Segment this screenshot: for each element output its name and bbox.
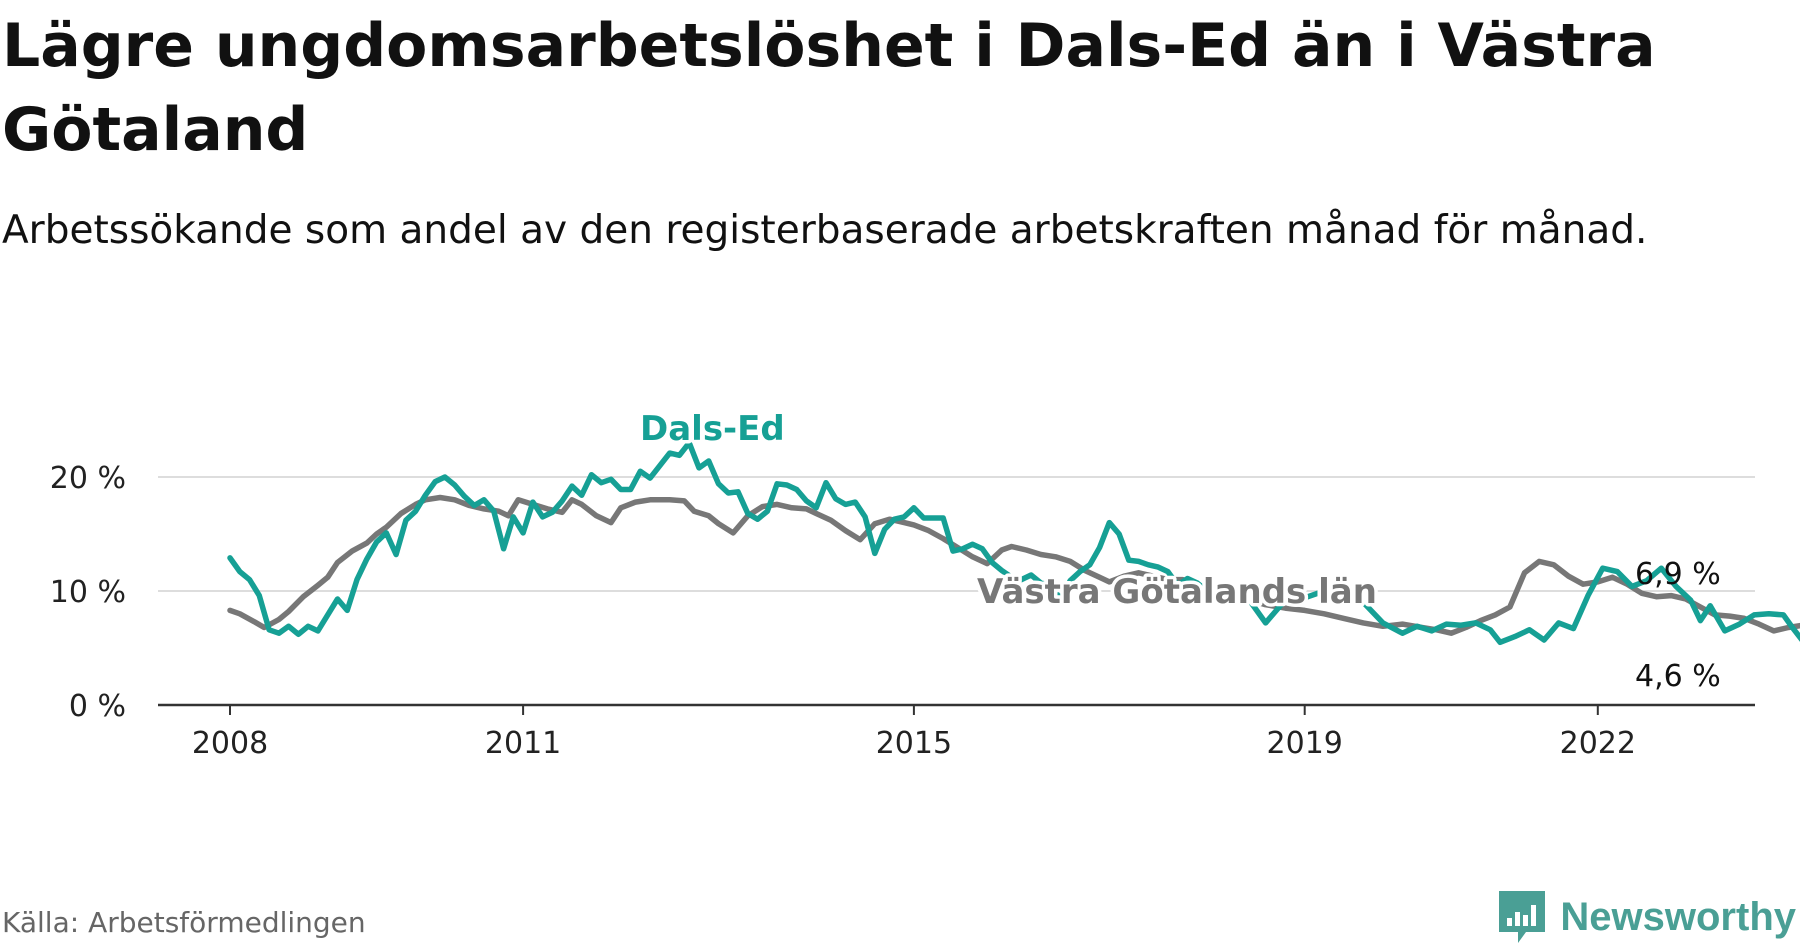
x-tick-label: 2019 — [1267, 726, 1343, 761]
x-tick-label: 2008 — [192, 726, 268, 761]
x-tick-label: 2022 — [1560, 726, 1636, 761]
brand-logo: Newsworthy — [1496, 888, 1796, 946]
gridlines — [158, 476, 1755, 707]
series-label-vastra-gotaland: Västra Götalands län — [977, 572, 1377, 612]
y-tick-label: 20 % — [50, 461, 126, 496]
series-lines — [227, 440, 1800, 646]
end-value-dals-ed: 4,6 % — [1635, 659, 1721, 694]
chart-subtitle: Arbetssökande som andel av den registerb… — [2, 208, 1648, 253]
chart-title: Lägre ungdomsarbetslöshet i Dals-Ed än i… — [2, 11, 1656, 165]
newsworthy-logo-icon — [1499, 891, 1546, 943]
series-labels: Västra Götalands län Dals-Ed 6,9 % 4,6 % — [637, 406, 1721, 695]
series-line-dals-ed — [227, 440, 1800, 646]
x-tick-label: 2015 — [876, 726, 952, 761]
y-tick-label: 0 % — [69, 689, 126, 724]
source-credit: Källa: Arbetsförmedlingen — [2, 906, 366, 939]
brand-name: Newsworthy — [1560, 894, 1796, 939]
axis-ticks: 0 % 10 % 20 % 2008 2011 2015 2019 2022 — [50, 461, 1636, 761]
y-tick-label: 10 % — [50, 575, 126, 610]
end-value-vastra-gotaland: 6,9 % — [1635, 557, 1721, 592]
series-line-v-stra-g-talands-l-n — [227, 494, 1800, 636]
x-tick-label: 2011 — [485, 726, 561, 761]
series-label-dals-ed: Dals-Ed — [640, 409, 785, 449]
